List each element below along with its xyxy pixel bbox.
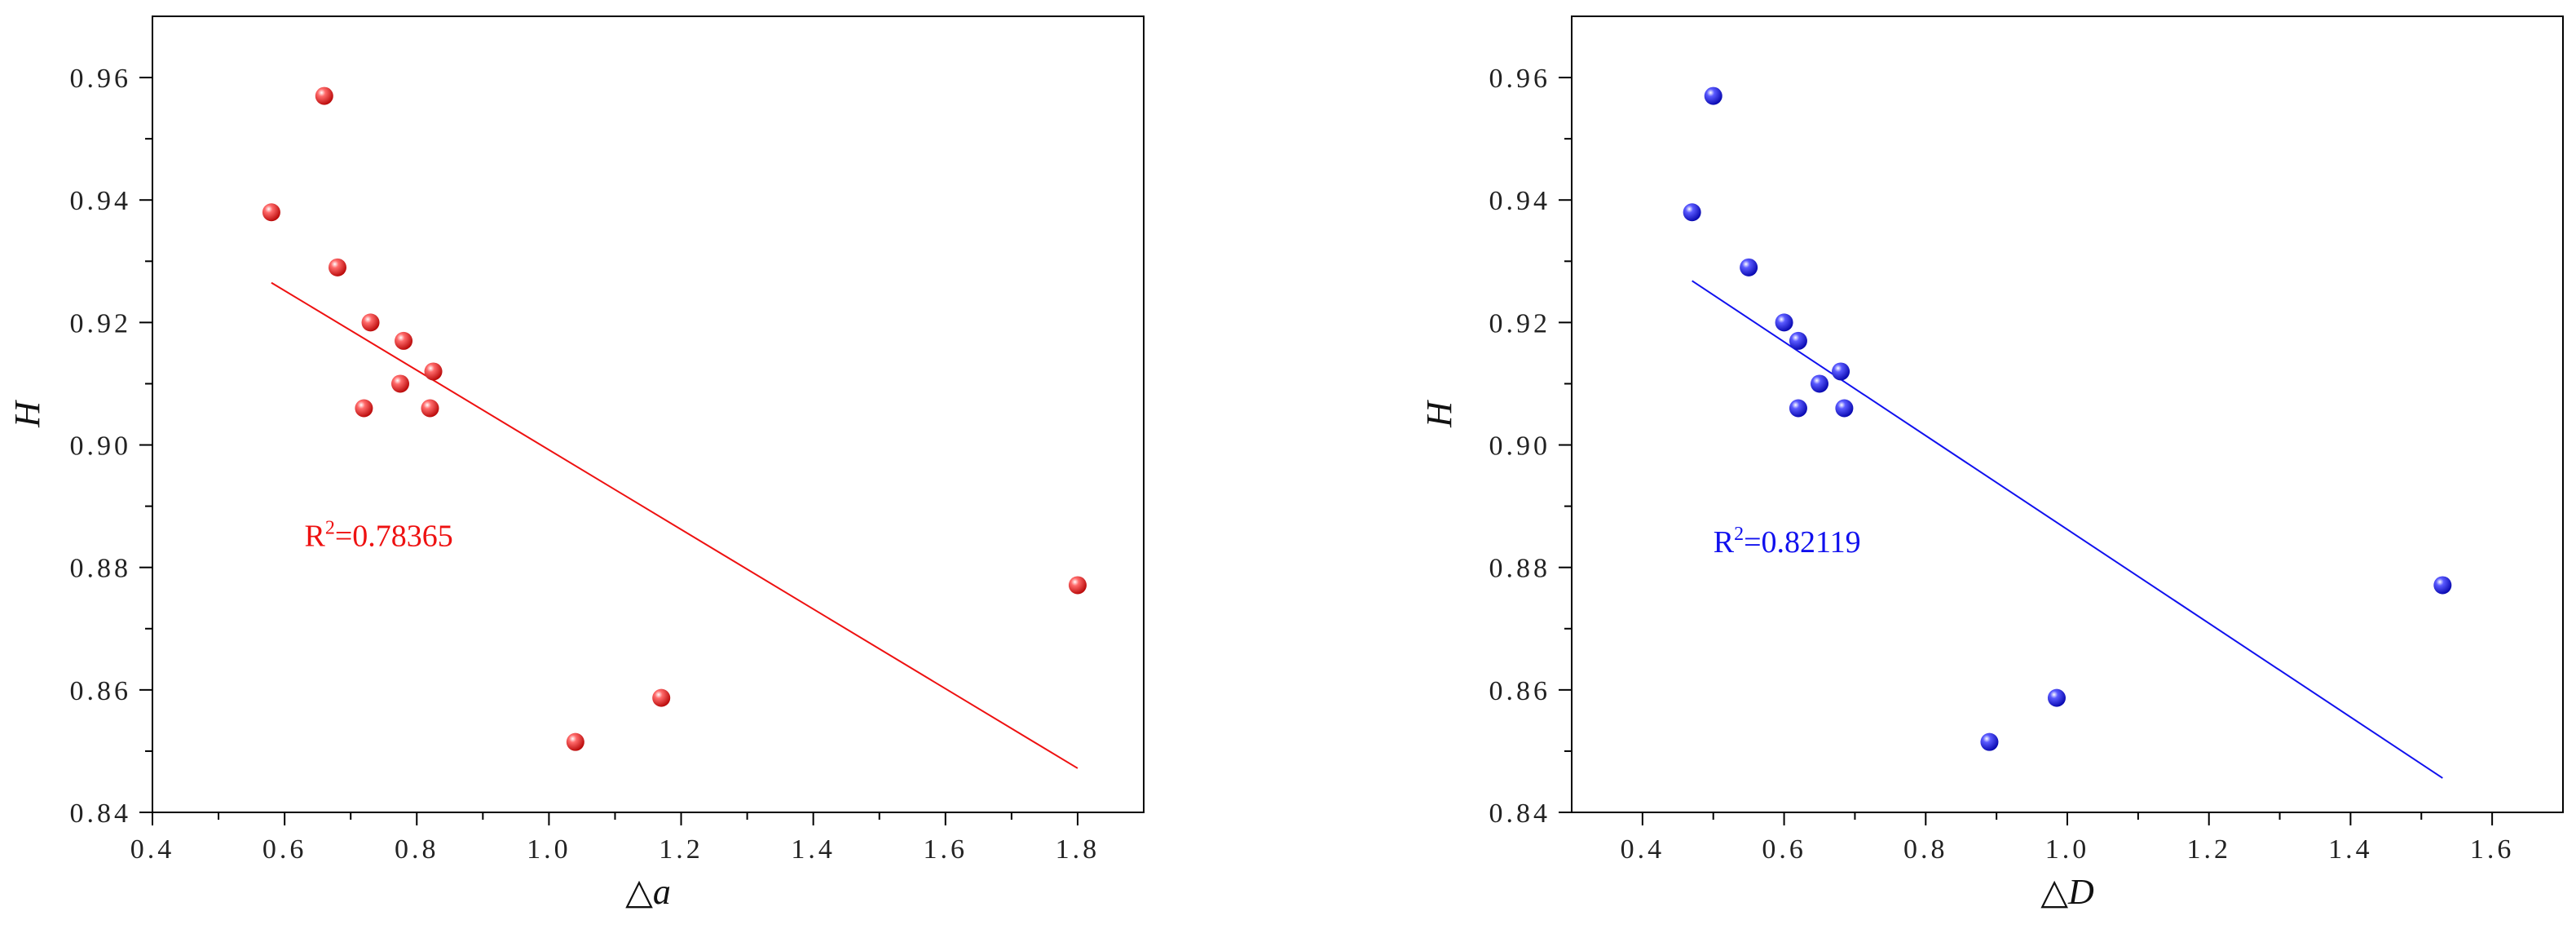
y-tick-label: 0.92 bbox=[1489, 308, 1551, 338]
data-point bbox=[424, 362, 443, 381]
x-ticks: 0.4 0.6 0.8 1.0 1.2 1.4 1.6 bbox=[1621, 812, 2515, 865]
data-point bbox=[421, 399, 439, 418]
data-point bbox=[361, 313, 380, 332]
data-point bbox=[1811, 374, 1828, 393]
r2-superscript: 2 bbox=[325, 517, 335, 538]
y-tick-label: 0.88 bbox=[1489, 554, 1551, 584]
data-point bbox=[1740, 258, 1758, 276]
data-point bbox=[652, 688, 671, 707]
data-point bbox=[1835, 399, 1854, 418]
x-axis-label: △a bbox=[625, 872, 671, 912]
y-tick-label: 0.90 bbox=[70, 431, 132, 462]
y-tick-label: 0.88 bbox=[70, 554, 132, 584]
r2-label: R bbox=[304, 519, 325, 553]
y-axis-label: H bbox=[7, 400, 47, 428]
x-tick-label: 0.6 bbox=[262, 834, 307, 865]
data-point bbox=[328, 258, 346, 276]
fit-line bbox=[271, 281, 1078, 769]
data-point bbox=[2433, 576, 2452, 595]
y-tick-label: 0.96 bbox=[1489, 64, 1551, 94]
y-tick-label: 0.94 bbox=[70, 186, 132, 216]
x-tick-label: 1.4 bbox=[791, 834, 836, 865]
r2-value: =0.78365 bbox=[335, 519, 453, 553]
x-tick-label: 1.0 bbox=[2045, 834, 2090, 865]
plot-frame bbox=[152, 15, 1145, 813]
y-tick-label: 0.96 bbox=[70, 64, 132, 94]
y-ticks: 0.84 0.86 0.88 0.90 0.92 0.94 0.96 bbox=[70, 64, 152, 829]
x-tick-label: 1.2 bbox=[659, 834, 704, 865]
r2-value: =0.82119 bbox=[1744, 525, 1861, 560]
y-tick-label: 0.90 bbox=[1489, 431, 1551, 462]
scatter-chart-a: 0.4 0.6 0.8 1.0 1.2 1.4 1.6 1.8 0.84 0.86 0.88 0.9… bbox=[7, 15, 1145, 912]
data-point bbox=[1775, 313, 1793, 332]
y-tick-label: 0.94 bbox=[1489, 186, 1551, 216]
data-point bbox=[355, 399, 373, 418]
data-point bbox=[1789, 331, 1807, 350]
data-point bbox=[1704, 86, 1722, 105]
x-ticks: 0.4 0.6 0.8 1.0 1.2 1.4 1.6 1.8 bbox=[130, 812, 1101, 865]
data-point bbox=[1683, 203, 1701, 222]
y-axis-label: H bbox=[1419, 400, 1459, 428]
x-axis-label: △D bbox=[2040, 872, 2094, 912]
data-points bbox=[262, 86, 1087, 751]
x-axis-label-delta: △ bbox=[2040, 872, 2068, 912]
y-tick-label: 0.92 bbox=[70, 308, 132, 338]
x-axis-label-delta: △ bbox=[625, 872, 653, 912]
data-points bbox=[1683, 86, 2452, 751]
data-point bbox=[1832, 362, 1850, 381]
x-tick-label: 1.6 bbox=[2470, 834, 2515, 865]
r2-superscript: 2 bbox=[1734, 524, 1744, 545]
plot-frame bbox=[1571, 15, 2564, 813]
data-point bbox=[1789, 399, 1807, 418]
data-point bbox=[395, 331, 413, 350]
y-ticks: 0.84 0.86 0.88 0.90 0.92 0.94 0.96 bbox=[1489, 64, 1572, 829]
x-tick-label: 1.2 bbox=[2186, 834, 2231, 865]
x-tick-label: 0.4 bbox=[130, 834, 175, 865]
data-point bbox=[1980, 732, 1999, 751]
data-point bbox=[391, 374, 409, 393]
x-tick-label: 1.6 bbox=[924, 834, 968, 865]
x-axis-label-var: D bbox=[2067, 872, 2094, 912]
y-tick-label: 0.86 bbox=[70, 676, 132, 706]
data-point bbox=[566, 732, 584, 751]
data-point bbox=[1068, 576, 1087, 595]
y-tick-label: 0.84 bbox=[1489, 798, 1551, 829]
r2-label: R bbox=[1714, 525, 1735, 560]
data-point bbox=[2047, 688, 2066, 707]
x-tick-label: 0.4 bbox=[1621, 834, 1665, 865]
x-tick-label: 0.6 bbox=[1762, 834, 1806, 865]
y-tick-label: 0.86 bbox=[1489, 676, 1551, 706]
x-tick-label: 0.8 bbox=[395, 834, 439, 865]
r2-annotation: R2=0.82119 bbox=[1714, 524, 1861, 560]
data-point bbox=[262, 203, 280, 222]
x-tick-label: 1.8 bbox=[1056, 834, 1101, 865]
x-tick-label: 1.0 bbox=[527, 834, 571, 865]
y-tick-label: 0.84 bbox=[70, 798, 132, 829]
data-point bbox=[315, 86, 333, 105]
x-tick-label: 1.4 bbox=[2328, 834, 2373, 865]
r2-annotation: R2=0.78365 bbox=[304, 517, 452, 553]
x-tick-label: 0.8 bbox=[1903, 834, 1948, 865]
scatter-chart-d: 0.4 0.6 0.8 1.0 1.2 1.4 1.6 0.840.860.880.900.… bbox=[1419, 15, 2564, 912]
fit-line bbox=[1692, 280, 2443, 779]
x-axis-label-var: a bbox=[653, 872, 671, 912]
